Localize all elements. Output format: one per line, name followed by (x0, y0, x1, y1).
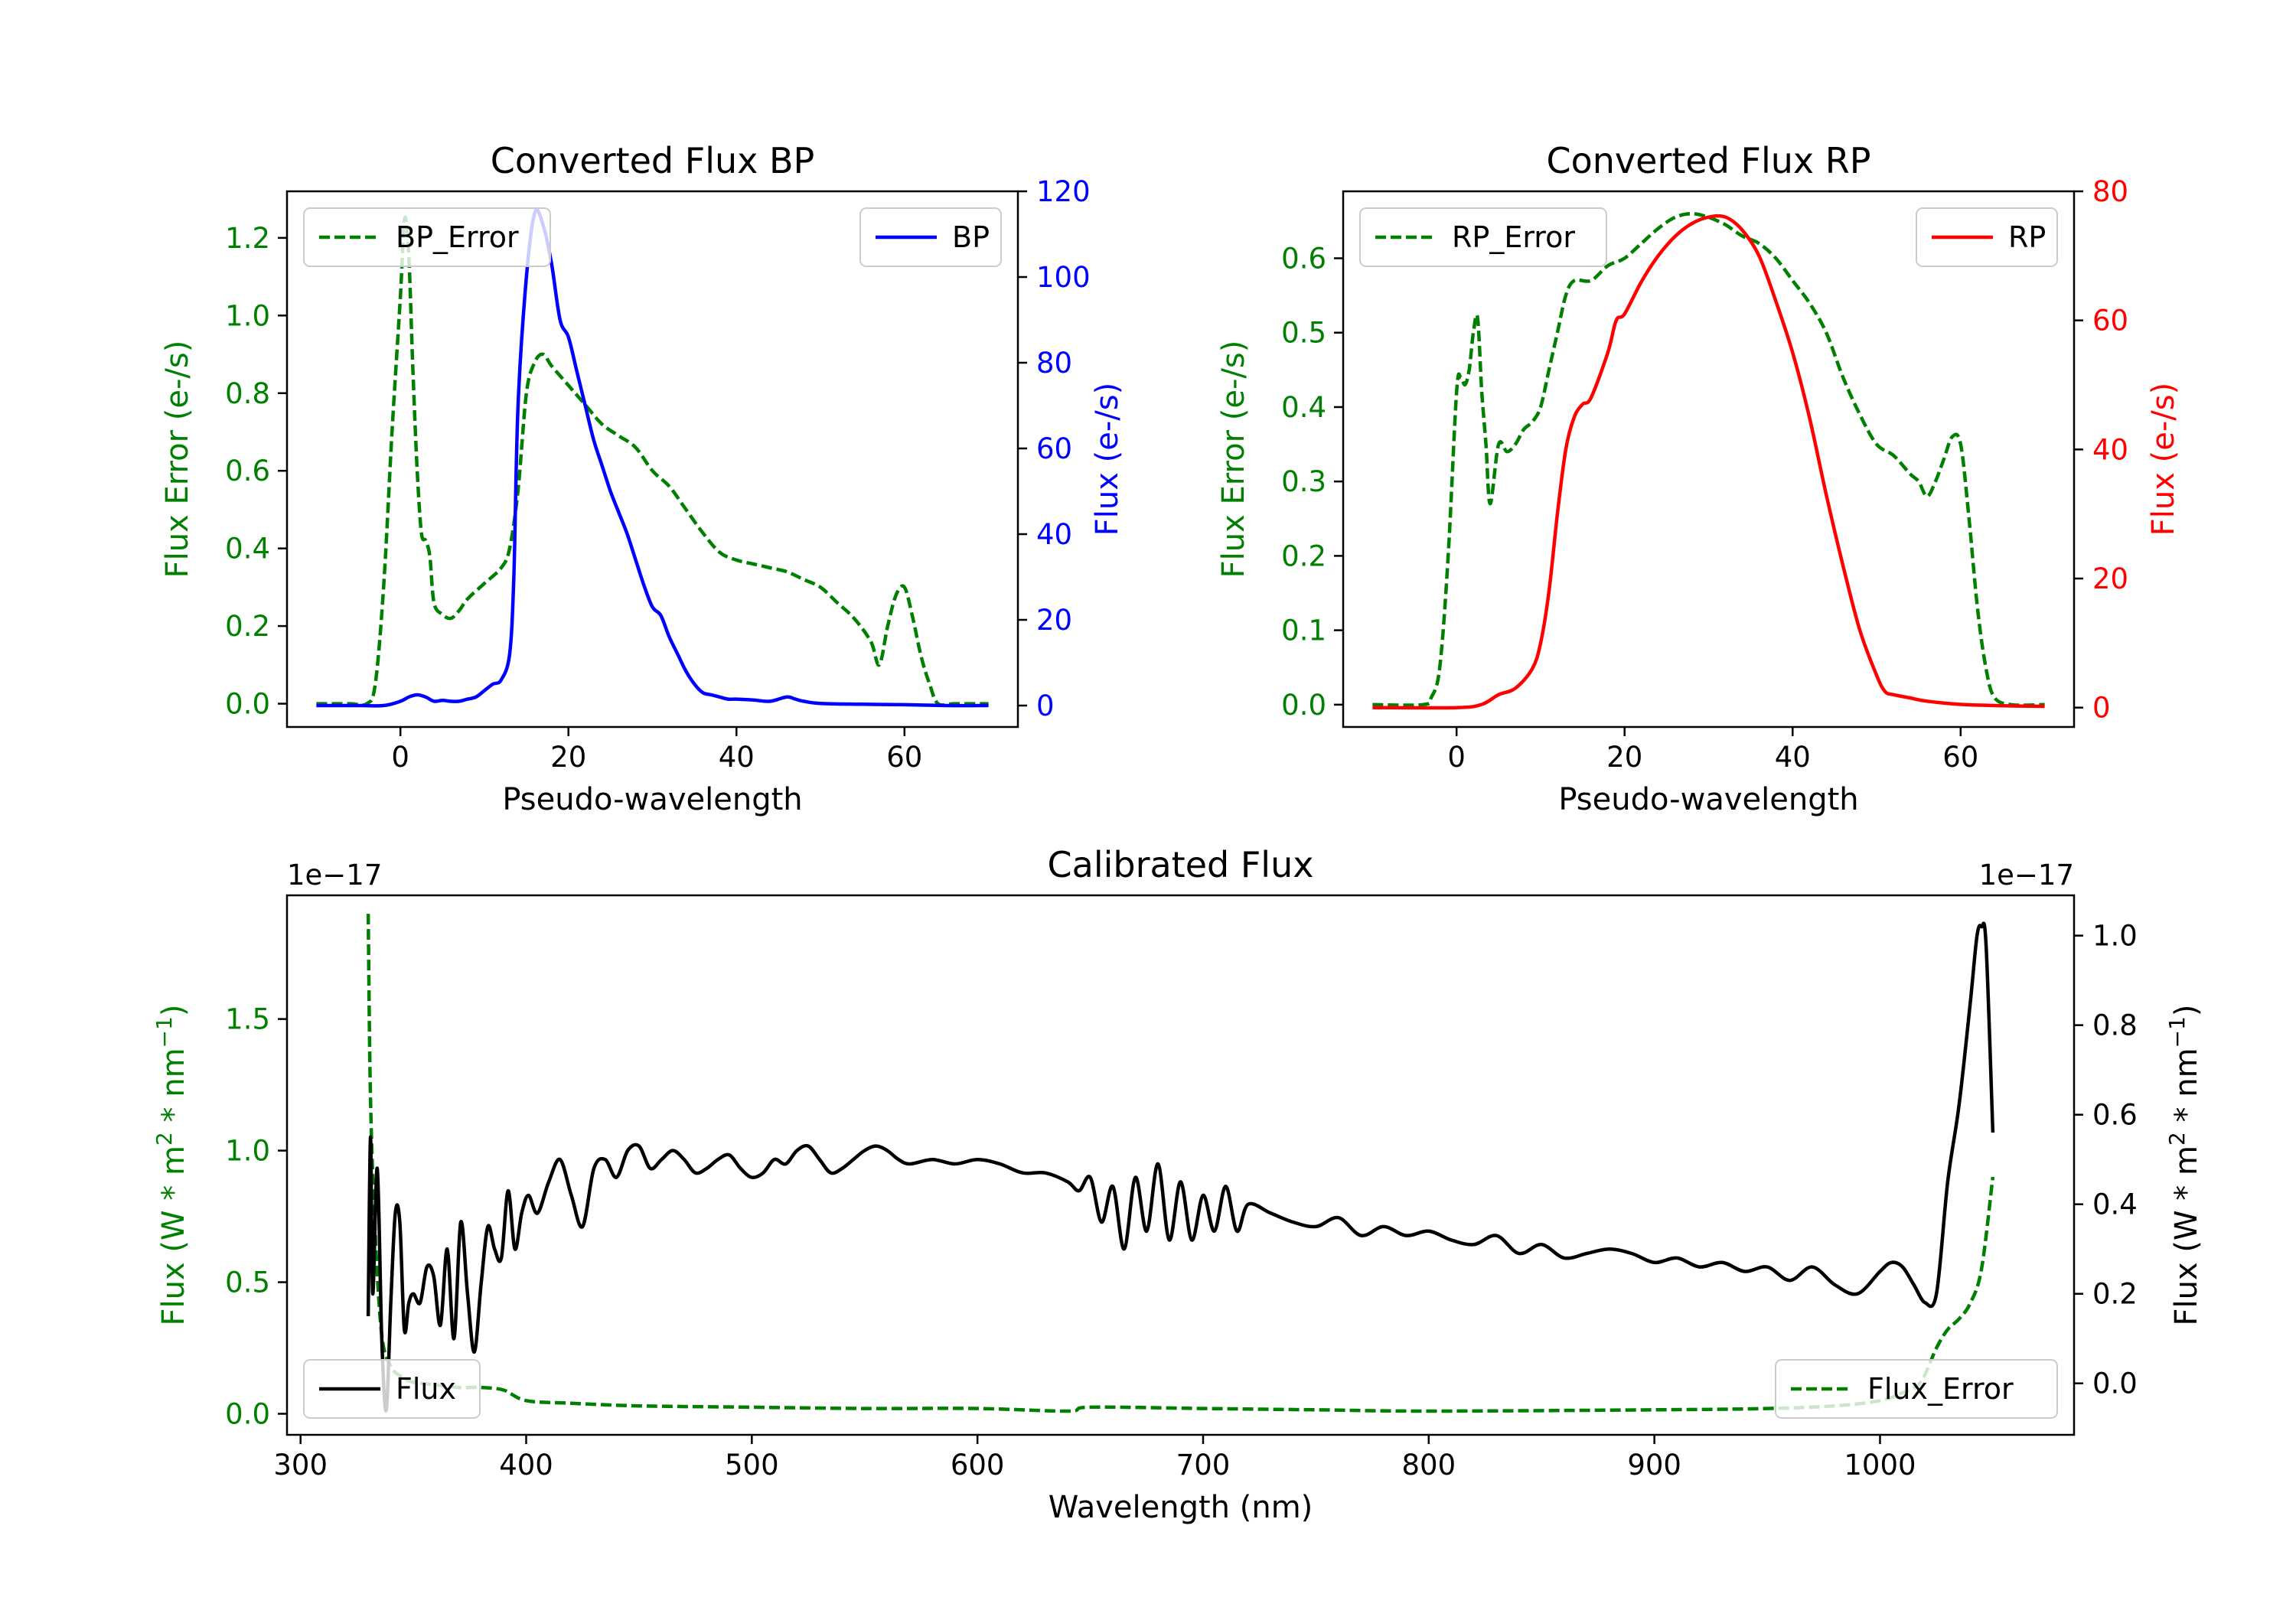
right-tick-label: 0.8 (2092, 1009, 2138, 1042)
series-line-bp (316, 208, 989, 708)
legend-box (1775, 1359, 2058, 1419)
x-tick-label: 500 (725, 1449, 779, 1482)
left-tick-label: 0.1 (1281, 614, 1326, 647)
chart-title: Converted Flux BP (491, 140, 815, 181)
right-axis-label: Flux (e-/s) (2146, 383, 2181, 536)
right-tick-label: 60 (2092, 305, 2128, 337)
right-tick-label: 100 (1036, 261, 1091, 294)
left-tick-label: 1.5 (225, 1003, 270, 1036)
legend-label: Flux (396, 1372, 456, 1406)
right-tick-label: 20 (1036, 604, 1072, 637)
left-tick-label: 1.0 (225, 1135, 270, 1168)
x-tick-label: 600 (951, 1449, 1005, 1482)
right-axis-label: Flux (e-/s) (1090, 383, 1125, 536)
right-tick-label: 20 (2092, 562, 2128, 595)
x-tick-label: 0 (1447, 741, 1466, 774)
x-tick-label: 20 (1606, 741, 1642, 774)
right-axis-label: Flux (W * m2 * nm−1) (2164, 1005, 2205, 1326)
legend-bp: BP (859, 207, 1002, 267)
left-tick-label: 1.0 (225, 299, 270, 332)
x-axis-label: Pseudo-wavelength (502, 782, 802, 817)
x-tick-label: 900 (1627, 1449, 1681, 1482)
chart-rp: 0 20 40 60 Pseudo-wavelength 0.0 0.1 0.2 0.3 0.4 0… (1281, 140, 2128, 817)
left-tick-label: 0.2 (1281, 539, 1326, 572)
x-tick-label: 700 (1176, 1449, 1231, 1482)
x-tick-label: 400 (499, 1449, 553, 1482)
plot-frame (285, 190, 1019, 729)
x-tick-label: 60 (1942, 741, 1978, 774)
x-tick-label: 300 (273, 1449, 328, 1482)
right-tick-label: 0.6 (2092, 1099, 2138, 1132)
right-tick-label: 120 (1036, 175, 1091, 208)
legend-flux: Flux (303, 1359, 481, 1419)
x-axis-label: Wavelength (nm) (1049, 1490, 1313, 1525)
right-tick-label: 40 (2092, 433, 2128, 466)
legend-bp-error: BP_Error (303, 207, 551, 267)
legend-label: RP (2008, 220, 2046, 254)
legend-box (303, 1359, 481, 1419)
legend-rp: RP (1916, 207, 2058, 267)
left-tick-label: 0.6 (225, 455, 270, 487)
right-tick-label: 0.4 (2092, 1188, 2138, 1221)
right-tick-label: 1.0 (2092, 920, 2138, 953)
x-tick-label: 20 (550, 741, 586, 774)
chart-title: Calibrated Flux (1048, 844, 1314, 885)
series-line-bp-error (316, 215, 989, 707)
left-tick-label: 0.4 (1281, 391, 1326, 424)
right-axis-offset: 1e−17 (1979, 859, 2074, 892)
right-tick-label: 0 (1036, 689, 1055, 722)
left-tick-label: 0.0 (225, 688, 270, 721)
chart-bp: 0 20 40 60 Pseudo-wavelength 0.0 0.2 0.4 0.6 0.8 1… (225, 140, 1090, 817)
right-tick-label: 40 (1036, 518, 1072, 551)
right-tick-label: 80 (2092, 175, 2128, 208)
legend-box (1359, 207, 1607, 267)
legend-label: BP_Error (396, 220, 519, 254)
plot-frame (285, 894, 2076, 1436)
left-tick-label: 0.6 (1281, 243, 1326, 275)
right-tick-label: 0.2 (2092, 1278, 2138, 1311)
legend-rp-error: RP_Error (1359, 207, 1607, 267)
legend-label: RP_Error (1452, 220, 1575, 254)
left-tick-label: 0.8 (225, 377, 270, 410)
left-tick-label: 0.3 (1281, 465, 1326, 498)
left-axis-label: Flux Error (e-/s) (160, 341, 195, 579)
x-tick-label: 800 (1401, 1449, 1456, 1482)
legend-flux-error: Flux_Error (1775, 1359, 2058, 1419)
left-axis-label: Flux (W * m2 * nm−1) (152, 1005, 192, 1326)
legend-label: BP (952, 220, 990, 254)
left-tick-label: 0.0 (225, 1397, 270, 1430)
x-tick-label: 1000 (1844, 1449, 1916, 1482)
left-tick-label: 0.5 (225, 1266, 270, 1299)
chart-title: Converted Flux RP (1547, 140, 1871, 181)
right-tick-label: 0 (2092, 692, 2111, 725)
left-axis-offset: 1e−17 (287, 859, 382, 892)
left-axis-label: Flux Error (e-/s) (1216, 341, 1251, 579)
left-tick-label: 1.2 (225, 222, 270, 255)
right-tick-label: 60 (1036, 432, 1072, 465)
left-tick-label: 0.2 (225, 610, 270, 643)
x-axis-label: Pseudo-wavelength (1558, 782, 1858, 817)
x-tick-label: 40 (1775, 741, 1811, 774)
left-tick-label: 0.4 (225, 533, 270, 566)
legend-label: Flux_Error (1867, 1372, 2014, 1406)
series-line-flux (366, 921, 1995, 1413)
series-group-rp (1372, 211, 2045, 710)
x-tick-label: 0 (391, 741, 409, 774)
chart-cal: 300 400 500 600 700 800 900 1000 Wavelength (nm)… (225, 844, 2138, 1525)
series-line-rp-error (1372, 211, 2045, 707)
right-tick-label: 0.0 (2092, 1367, 2138, 1400)
series-group-bp (316, 208, 989, 708)
series-line-rp (1372, 214, 2045, 710)
plot-frame (1342, 190, 2076, 729)
legend-box (303, 207, 551, 267)
x-tick-label: 40 (719, 741, 755, 774)
right-tick-label: 80 (1036, 347, 1072, 380)
left-tick-label: 0.0 (1281, 689, 1326, 722)
x-tick-label: 60 (886, 741, 922, 774)
left-tick-label: 0.5 (1281, 317, 1326, 350)
